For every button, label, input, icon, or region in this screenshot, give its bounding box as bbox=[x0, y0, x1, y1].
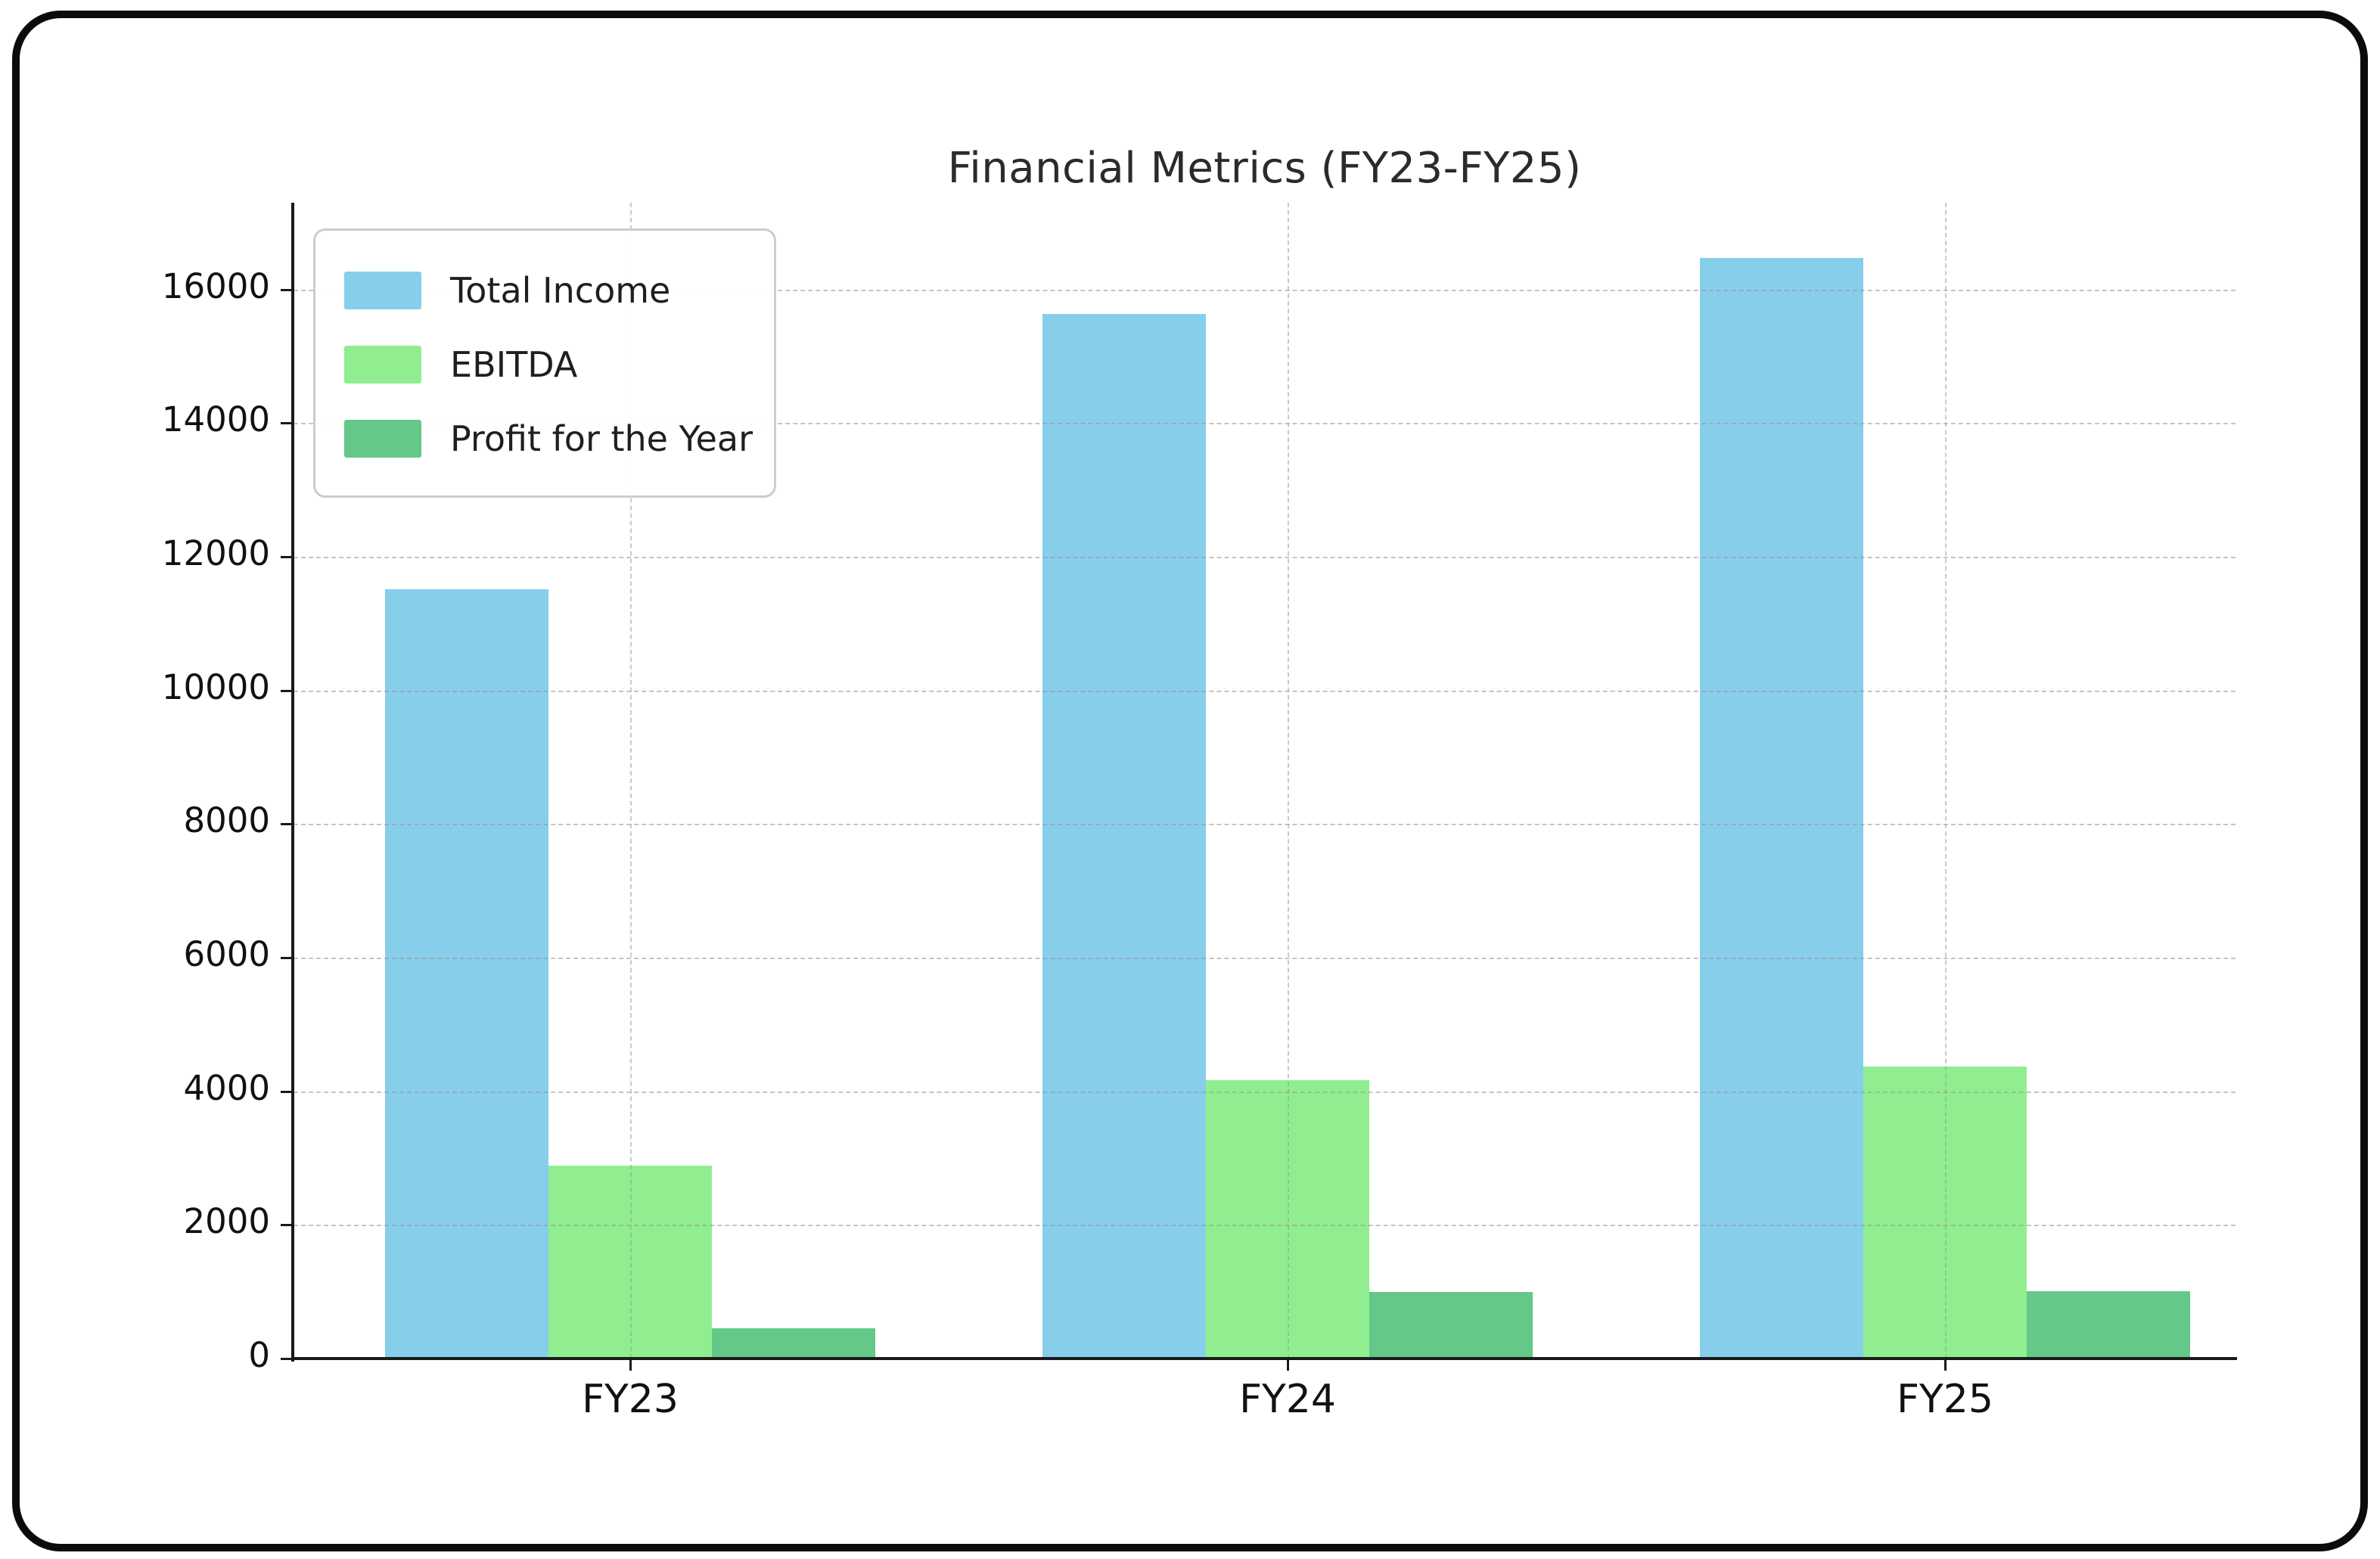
y-tick-mark-4000 bbox=[281, 1090, 293, 1093]
x-tick-mark-fy25 bbox=[1944, 1359, 1947, 1371]
gridline-y-4000 bbox=[294, 1091, 2236, 1093]
y-tick-mark-6000 bbox=[281, 957, 293, 960]
legend-swatch-ebitda bbox=[344, 346, 421, 384]
grid-layer bbox=[294, 203, 2236, 1359]
y-tick-label-14000: 14000 bbox=[161, 399, 270, 440]
legend-item-profit-for-the-year: Profit for the Year bbox=[344, 402, 774, 476]
legend: Total Income EBITDA Profit for the Year bbox=[313, 228, 776, 498]
bar-profit-for-the-year-fy24 bbox=[1369, 1291, 1533, 1359]
bars-layer bbox=[294, 203, 2236, 1359]
legend-item-ebitda: EBITDA bbox=[344, 328, 774, 402]
x-tick-label-fy24: FY24 bbox=[1239, 1377, 1336, 1422]
y-tick-label-4000: 4000 bbox=[183, 1067, 270, 1108]
y-tick-mark-2000 bbox=[281, 1224, 293, 1227]
plot-area bbox=[294, 203, 2236, 1359]
gridline-x-fy23 bbox=[630, 203, 632, 1359]
bar-profit-for-the-year-fy25 bbox=[2027, 1290, 2190, 1359]
y-tick-mark-12000 bbox=[281, 556, 293, 559]
bar-total-income-fy25 bbox=[1700, 258, 1863, 1359]
gridline-x-fy25 bbox=[1945, 203, 1947, 1359]
legend-label-profit-for-the-year: Profit for the Year bbox=[450, 418, 753, 459]
y-tick-mark-16000 bbox=[281, 288, 293, 291]
gridline-x-fy24 bbox=[1288, 203, 1289, 1359]
gridline-y-8000 bbox=[294, 824, 2236, 826]
y-tick-label-8000: 8000 bbox=[183, 800, 270, 841]
gridline-y-2000 bbox=[294, 1225, 2236, 1227]
y-tick-label-12000: 12000 bbox=[161, 533, 270, 574]
legend-item-total-income: Total Income bbox=[344, 253, 774, 328]
gridline-y-10000 bbox=[294, 690, 2236, 692]
x-tick-label-fy23: FY23 bbox=[582, 1377, 679, 1422]
y-tick-label-16000: 16000 bbox=[161, 266, 270, 306]
y-tick-label-6000: 6000 bbox=[183, 934, 270, 975]
bar-profit-for-the-year-fy23 bbox=[712, 1328, 875, 1359]
gridline-y-12000 bbox=[294, 557, 2236, 559]
chart-title: Financial Metrics (FY23-FY25) bbox=[947, 144, 1582, 193]
x-tick-mark-fy24 bbox=[1287, 1359, 1289, 1371]
x-tick-label-fy25: FY25 bbox=[1897, 1377, 1993, 1422]
y-tick-mark-10000 bbox=[281, 689, 293, 692]
bar-total-income-fy24 bbox=[1042, 313, 1206, 1359]
legend-label-ebitda: EBITDA bbox=[450, 344, 578, 385]
x-axis-spine bbox=[291, 1357, 2237, 1360]
y-tick-mark-8000 bbox=[281, 823, 293, 826]
y-tick-label-0: 0 bbox=[248, 1335, 270, 1375]
legend-label-total-income: Total Income bbox=[450, 270, 671, 311]
legend-swatch-profit-for-the-year bbox=[344, 420, 421, 458]
gridline-y-16000 bbox=[294, 289, 2236, 291]
bar-total-income-fy23 bbox=[385, 589, 548, 1359]
legend-swatch-total-income bbox=[344, 272, 421, 309]
y-tick-mark-0 bbox=[281, 1358, 293, 1360]
gridline-y-6000 bbox=[294, 958, 2236, 960]
y-tick-mark-14000 bbox=[281, 422, 293, 425]
y-tick-label-2000: 2000 bbox=[183, 1201, 270, 1242]
y-axis-spine bbox=[291, 203, 294, 1362]
x-tick-mark-fy23 bbox=[629, 1359, 632, 1371]
y-tick-label-10000: 10000 bbox=[161, 666, 270, 707]
gridline-y-14000 bbox=[294, 423, 2236, 425]
